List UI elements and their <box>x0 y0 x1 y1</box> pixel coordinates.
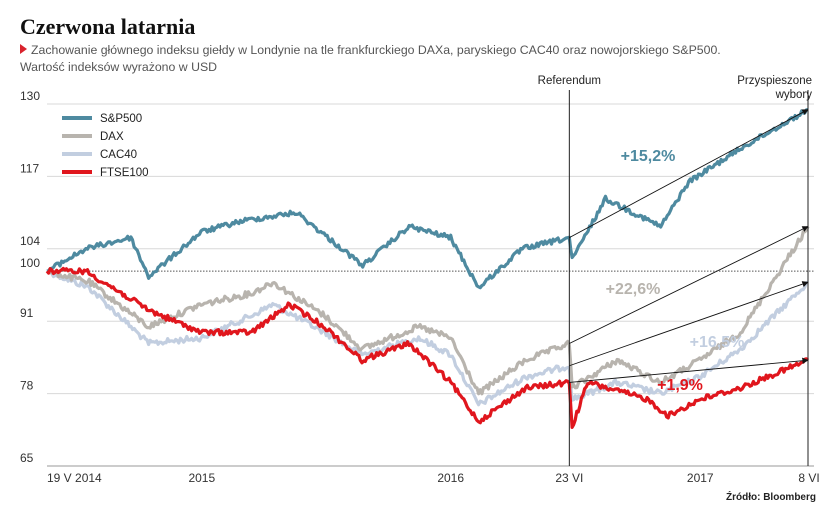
x-tick-label-1: 2015 <box>188 471 215 485</box>
y-tick-label-104: 104 <box>20 234 40 248</box>
series-line-ftse100 <box>45 266 810 429</box>
y-tick-label-100: 100 <box>20 256 40 270</box>
change-label-sp500: +15,2% <box>621 148 676 165</box>
change-label-cac40: +16,5% <box>690 334 745 351</box>
legend-label-dax: DAX <box>100 131 124 143</box>
chart-subtitle: Zachowanie głównego indeksu giełdy w Lon… <box>20 42 810 76</box>
legend-label-ftse100: FTSE100 <box>100 167 149 179</box>
source-note: Źródło: Bloomberg <box>726 492 816 503</box>
y-tick-label-91: 91 <box>20 306 34 320</box>
legend-label-cac40: CAC40 <box>100 149 137 161</box>
x-tick-label-4: 2017 <box>687 471 714 485</box>
subtitle-line-2: Wartość indeksów wyrażono w USD <box>20 60 218 74</box>
change-label-dax: +22,6% <box>606 281 661 298</box>
event-markers: Referendum Przyspieszone wybory <box>538 75 813 466</box>
tick-labels: 130 117 104 100 91 78 65 19 V 2014 2015 2016 23 VI… <box>20 89 820 485</box>
grid-lines <box>47 103 814 467</box>
event-label-elections-line1: Przyspieszone <box>737 75 812 87</box>
y-tick-label-117: 117 <box>20 161 39 175</box>
subtitle-line-1: Zachowanie głównego indeksu giełdy w Lon… <box>31 43 721 57</box>
arrow-cac40 <box>569 281 809 367</box>
y-tick-label-78: 78 <box>20 379 34 393</box>
chart-title: Czerwona latarnia <box>20 14 196 39</box>
arrow-ftse100 <box>569 357 809 383</box>
event-label-referendum: Referendum <box>538 75 601 87</box>
arrow-dax <box>569 226 809 344</box>
series-line-sp500 <box>46 108 809 290</box>
change-arrows: +15,2% +22,6% +16,5% +1,9% <box>569 109 809 394</box>
series-line-cac40 <box>45 269 809 407</box>
x-tick-label-3: 23 VI <box>555 471 583 485</box>
red-triangle-marker-icon <box>20 44 27 54</box>
y-tick-label-130: 130 <box>20 89 40 103</box>
x-tick-label-2: 2016 <box>437 471 464 485</box>
chart-series <box>45 108 810 429</box>
chart-legend: S&P500 DAX CAC40 FTSE100 <box>62 113 149 179</box>
legend-label-sp500: S&P500 <box>100 113 142 125</box>
x-tick-label-0: 19 V 2014 <box>47 471 102 485</box>
series-line-dax <box>45 225 810 396</box>
x-tick-label-5: 8 VI <box>798 471 819 485</box>
event-label-elections-line2: wybory <box>775 89 813 101</box>
change-label-ftse100: +1,9% <box>657 377 703 394</box>
y-tick-label-65: 65 <box>20 451 34 465</box>
arrow-sp500 <box>569 109 809 239</box>
